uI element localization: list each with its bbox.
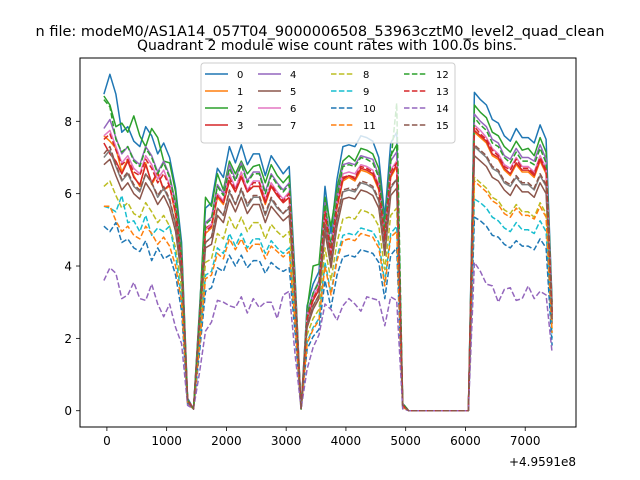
series-line-2 <box>103 95 553 412</box>
legend-label-7: 7 <box>290 121 296 132</box>
legend-label-2: 2 <box>237 104 243 115</box>
chart-suptitle: n file: modeM0/AS1A14_057T04_9000006508_… <box>36 24 605 40</box>
legend-label-12: 12 <box>436 70 449 81</box>
x-tick-label: 3000 <box>271 434 302 448</box>
legend-label-5: 5 <box>290 87 296 98</box>
x-tick-label: 4000 <box>331 434 362 448</box>
axes-frame <box>79 57 577 428</box>
x-axis: 0 1000 2000 3000 4000 5000 6000 7000 <box>103 427 540 448</box>
legend-label-3: 3 <box>237 121 243 132</box>
series-line-8 <box>103 176 553 412</box>
legend-label-13: 13 <box>436 87 449 98</box>
legend-label-15: 15 <box>436 121 449 132</box>
series-line-14 <box>103 261 553 412</box>
legend-label-4: 4 <box>290 70 296 81</box>
legend-label-9: 9 <box>363 87 369 98</box>
legend-label-14: 14 <box>436 104 449 115</box>
series-line-9 <box>103 194 553 412</box>
series-line-10 <box>103 216 553 412</box>
series-line-11 <box>103 180 553 412</box>
y-tick-label: 0 <box>64 404 72 418</box>
legend-label-6: 6 <box>290 104 296 115</box>
x-tick-label: 7000 <box>510 434 541 448</box>
series-line-15 <box>103 144 553 412</box>
y-tick-label: 4 <box>64 260 72 274</box>
series-line-13 <box>103 125 553 412</box>
legend-label-0: 0 <box>237 70 243 81</box>
y-tick-label: 8 <box>64 115 72 129</box>
legend-label-10: 10 <box>363 104 376 115</box>
x-offset-label: +4.9591e8 <box>509 455 576 469</box>
y-tick-label: 6 <box>64 187 72 201</box>
x-tick-label: 5000 <box>390 434 421 448</box>
legend-label-1: 1 <box>237 87 243 98</box>
series-layer <box>103 73 553 412</box>
x-tick-label: 1000 <box>151 434 182 448</box>
legend-label-11: 11 <box>363 121 376 132</box>
x-tick-label: 2000 <box>211 434 242 448</box>
y-axis: 0 2 4 6 8 <box>64 115 80 418</box>
x-tick-label: 0 <box>103 434 111 448</box>
chart-title: Quadrant 2 module wise count rates with … <box>137 38 517 54</box>
series-line-5 <box>103 154 553 412</box>
legend-box <box>200 62 456 144</box>
x-tick-label: 6000 <box>450 434 481 448</box>
legend-label-8: 8 <box>363 70 369 81</box>
y-tick-label: 2 <box>64 332 72 346</box>
